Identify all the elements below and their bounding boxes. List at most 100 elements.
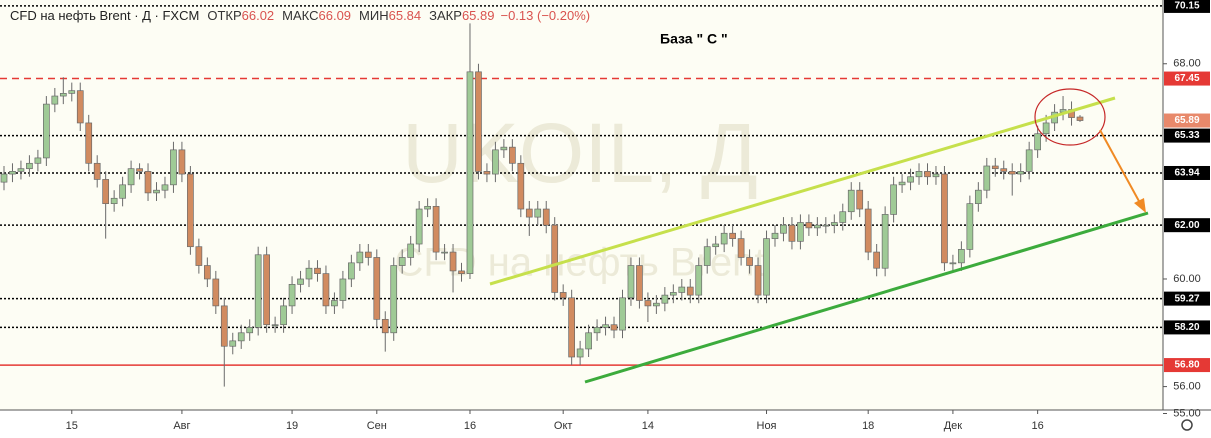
candle-body [551, 224, 559, 293]
candle-body [136, 168, 143, 172]
level-label: 65.33 [1174, 130, 1199, 141]
highlight-ellipse [1034, 88, 1106, 146]
candle-body [500, 146, 508, 151]
candle-body [229, 340, 237, 347]
candle-body [271, 324, 279, 327]
candle-body [297, 278, 304, 285]
time-axis [0, 410, 1163, 438]
candle-body [729, 232, 736, 239]
candle-body [263, 254, 270, 326]
candle-body [17, 168, 25, 172]
ohlc-label: ОТКР [207, 8, 241, 23]
candle-body [364, 251, 372, 258]
trend-line [489, 96, 1116, 286]
candle-body [814, 224, 821, 229]
candle-body [314, 267, 321, 274]
candle-body [585, 332, 592, 350]
candle-body [627, 265, 635, 299]
symbol-title: CFD на нефть Brent · Д · FXCM [10, 8, 199, 23]
candle-body [610, 324, 618, 331]
candle-body [517, 162, 525, 210]
ohlc-label: МИН [359, 8, 389, 23]
ohlc-label: МАКС [282, 8, 318, 23]
level-label: 56.80 [1174, 360, 1199, 371]
candle-body [559, 292, 567, 299]
y-tick-label: 68.00 [1173, 58, 1201, 70]
candle-body [636, 265, 643, 301]
level-label: 70.15 [1174, 1, 1199, 12]
plot-background [0, 0, 1163, 410]
trend-line [584, 211, 1149, 384]
ohlc-value: 65.84 [389, 8, 422, 23]
candle-body [93, 162, 101, 180]
y-tick-label: 55.00 [1173, 407, 1201, 419]
candle-body [483, 171, 491, 175]
settings-icon[interactable] [1181, 419, 1193, 431]
candle-body [1025, 149, 1033, 172]
candle-body [542, 208, 550, 226]
candle-body [958, 249, 965, 264]
level-label-box [1164, 358, 1210, 373]
candle-body [51, 95, 59, 105]
candle-body [381, 318, 389, 334]
candle-body [695, 265, 703, 296]
candle-body [568, 297, 576, 358]
candle-body [797, 222, 804, 242]
candle-body [703, 246, 711, 266]
candle-body [34, 157, 42, 164]
level-label: 59.27 [1174, 293, 1199, 304]
candle-body [373, 257, 381, 320]
candle-body [85, 122, 93, 164]
level-label: 67.45 [1174, 73, 1199, 84]
candle-body [102, 179, 110, 205]
candle-body [212, 278, 220, 307]
candle-body [856, 189, 864, 210]
x-tick-label: 16 [1032, 420, 1044, 432]
candle-body [331, 300, 338, 307]
arrow-head [1134, 198, 1146, 213]
level-label: 58.20 [1174, 322, 1199, 333]
candle-body [466, 71, 474, 274]
candle-body [1000, 168, 1008, 172]
candle-body [43, 103, 50, 159]
candle-body [898, 181, 906, 186]
level-label-box [1164, 0, 1210, 13]
y-tick-label: 56.00 [1173, 381, 1201, 393]
candle-body [161, 184, 169, 191]
x-tick-label: 19 [286, 420, 298, 432]
arrow [1099, 129, 1141, 204]
candle-body [534, 208, 542, 218]
level-label-box [1164, 291, 1210, 306]
ohlc-label: ЗАКР [429, 8, 462, 23]
candle-body [712, 243, 720, 248]
candle-body [195, 246, 203, 266]
candle-body [280, 305, 287, 326]
ohlc-value: 65.89 [462, 8, 495, 23]
level-label-box [1164, 320, 1210, 335]
candle-body [924, 171, 931, 178]
candle-body [907, 176, 914, 183]
candle-body [26, 162, 33, 170]
candle-body [127, 168, 135, 186]
candle-body [254, 254, 262, 328]
candle-body [525, 208, 533, 218]
candle-body [220, 305, 228, 347]
x-tick-label: 15 [66, 420, 78, 432]
ohlc-value: 66.02 [242, 8, 275, 23]
candle-body [847, 189, 855, 213]
candle-body [763, 238, 770, 296]
x-tick-label: 16 [464, 420, 476, 432]
candle-body [661, 294, 669, 304]
candle-body [144, 171, 152, 194]
candle-body [737, 238, 745, 258]
candle-body [9, 171, 16, 175]
candle-body [508, 146, 516, 164]
level-label: 65.89 [1174, 115, 1199, 126]
candle-body [398, 257, 406, 266]
candle-body [119, 184, 126, 199]
candle-body [0, 173, 8, 183]
level-label-box [1164, 165, 1210, 180]
candle-body [915, 171, 923, 178]
level-label-box [1164, 113, 1210, 128]
